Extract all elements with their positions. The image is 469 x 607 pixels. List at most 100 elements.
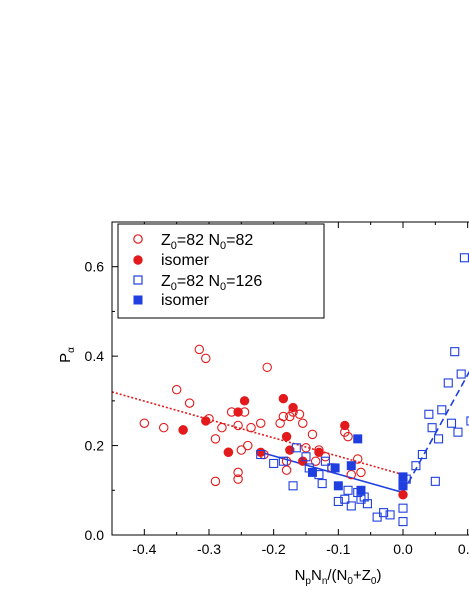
x-axis-title-sub: p: [305, 576, 311, 587]
point-open-circle: [233, 420, 243, 431]
point-filled-circle: [178, 425, 188, 435]
point-filled-circle: [288, 402, 298, 413]
point-open-circle: [210, 434, 221, 444]
point-open-square: [466, 416, 469, 426]
point-open-square: [446, 418, 457, 428]
legend: Z0=82 N0=82 isomer Z0=82 N0=126 isomer: [117, 223, 325, 319]
point-open-circle: [184, 398, 195, 408]
point-open-circle: [236, 445, 247, 455]
point-filled-circle: [201, 416, 211, 426]
point-open-circle: [298, 418, 308, 428]
x-tick-label: -0.2: [262, 541, 286, 557]
point-filled-circle: [278, 393, 289, 404]
point-open-square: [434, 434, 444, 444]
x-tick-label: 0.0: [393, 541, 413, 557]
point-open-square: [427, 423, 437, 433]
point-open-square: [291, 443, 301, 453]
x-axis-title-part: ): [376, 567, 381, 584]
point-open-square: [362, 499, 372, 509]
point-open-square: [398, 503, 408, 513]
point-open-circle: [262, 362, 272, 373]
x-tick-label: -0.4: [132, 541, 156, 557]
point-open-circle: [171, 384, 182, 395]
point-open-square: [320, 456, 330, 466]
point-open-square: [340, 494, 350, 504]
legend-marker-filled-circle: [133, 255, 143, 265]
point-filled-circle: [398, 490, 408, 500]
x-axis-title-sub: 0: [371, 576, 377, 587]
point-filled-square: [353, 434, 363, 444]
point-open-circle: [194, 344, 205, 355]
point-filled-circle: [223, 447, 234, 457]
point-open-square: [301, 452, 311, 462]
point-open-square: [346, 501, 356, 511]
point-filled-circle: [340, 420, 350, 431]
point-open-circle: [281, 465, 292, 475]
point-open-square: [453, 427, 463, 437]
point-open-circle: [301, 443, 311, 453]
point-open-circle: [255, 418, 266, 428]
point-open-square: [437, 405, 447, 415]
point-open-square: [430, 476, 440, 486]
point-open-circle: [307, 429, 318, 440]
point-open-square: [398, 517, 408, 527]
legend-marker-filled-square: [133, 295, 143, 305]
x-tick-label: 0.1: [458, 541, 469, 557]
point-open-square: [443, 378, 453, 388]
point-filled-square: [330, 463, 340, 473]
fit-line-dotted: [111, 391, 404, 476]
point-open-square: [343, 485, 353, 495]
x-tick-label: -0.3: [197, 541, 221, 557]
y-axis-title-sub: α: [66, 347, 77, 353]
point-open-square: [278, 456, 288, 466]
fit-line-dashed: [402, 370, 469, 493]
point-filled-circle: [314, 447, 324, 457]
y-axis-title-main: P: [57, 353, 74, 363]
y-tick-label: 0.6: [85, 259, 105, 275]
y-tick-label: 0.4: [85, 348, 105, 364]
point-open-circle: [310, 456, 321, 466]
point-open-circle: [294, 409, 305, 420]
point-open-circle: [217, 422, 227, 433]
point-open-square: [456, 369, 466, 379]
point-filled-square: [398, 481, 408, 491]
point-open-square: [333, 496, 343, 507]
point-filled-circle: [256, 447, 266, 457]
y-axis-title: Pα: [57, 347, 77, 363]
point-filled-square: [346, 461, 356, 471]
x-axis-title-part: N: [295, 567, 306, 584]
point-filled-square: [356, 485, 366, 495]
point-filled-square: [333, 481, 343, 491]
point-open-square: [424, 409, 434, 419]
point-filled-circle: [281, 431, 292, 442]
point-open-circle: [139, 418, 150, 428]
point-open-square: [269, 458, 279, 469]
x-axis-title-sub: n: [322, 576, 328, 587]
point-open-circle: [343, 431, 353, 442]
y-tick-label: 0.0: [85, 527, 105, 543]
legend-label-series-3: Z0=82 N0=126: [161, 273, 262, 293]
legend-box: [117, 223, 325, 319]
data-points: [139, 253, 469, 527]
point-filled-circle: [233, 407, 243, 417]
point-filled-circle: [239, 396, 250, 406]
point-open-circle: [278, 411, 289, 422]
point-open-square: [385, 510, 395, 520]
point-open-square: [256, 449, 266, 460]
y-tick-label: 0.2: [85, 438, 105, 454]
point-open-circle: [243, 440, 253, 451]
x-axis-title-sub: 0: [347, 576, 353, 587]
point-open-circle: [233, 474, 243, 484]
point-open-circle: [356, 467, 366, 478]
point-open-circle: [210, 476, 221, 487]
point-open-circle: [246, 422, 256, 433]
point-open-square: [317, 479, 327, 489]
point-filled-square: [398, 472, 408, 482]
point-open-square: [450, 347, 460, 357]
x-axis-title-part: /(N: [327, 567, 347, 584]
point-open-square: [411, 461, 421, 471]
legend-marker-open-square: [133, 275, 143, 285]
point-open-circle: [352, 454, 363, 464]
point-open-square: [417, 449, 427, 460]
